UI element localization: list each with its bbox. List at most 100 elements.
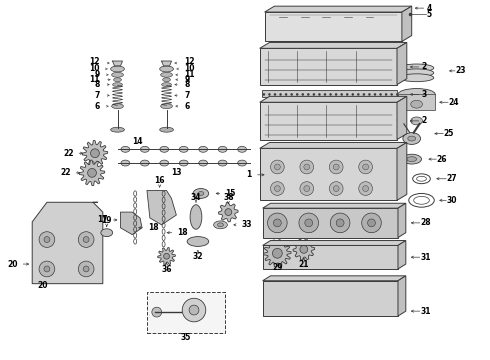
Text: 10: 10 — [89, 64, 100, 73]
Circle shape — [333, 164, 339, 170]
Text: 31: 31 — [420, 307, 431, 316]
Circle shape — [88, 168, 97, 177]
Ellipse shape — [218, 223, 223, 227]
Circle shape — [91, 149, 99, 158]
Circle shape — [273, 219, 281, 227]
Circle shape — [359, 160, 372, 174]
Polygon shape — [263, 203, 406, 208]
Circle shape — [330, 213, 350, 233]
Ellipse shape — [114, 78, 122, 82]
Ellipse shape — [111, 66, 124, 72]
Polygon shape — [263, 276, 406, 281]
Text: 36: 36 — [161, 265, 172, 274]
Text: 9: 9 — [184, 75, 190, 84]
Circle shape — [304, 164, 310, 170]
Bar — [262, 90, 397, 97]
Polygon shape — [113, 61, 122, 66]
Text: 15: 15 — [225, 189, 236, 198]
Polygon shape — [264, 240, 291, 267]
Polygon shape — [260, 143, 407, 148]
Ellipse shape — [199, 147, 208, 152]
Circle shape — [336, 219, 344, 227]
Ellipse shape — [121, 160, 130, 166]
Polygon shape — [158, 248, 175, 265]
Circle shape — [39, 232, 55, 247]
Circle shape — [362, 213, 381, 233]
Circle shape — [83, 266, 89, 272]
Ellipse shape — [407, 157, 416, 162]
Circle shape — [164, 253, 170, 259]
Ellipse shape — [238, 147, 246, 152]
Text: 7: 7 — [95, 91, 100, 100]
Text: 11: 11 — [89, 75, 100, 84]
Text: 17: 17 — [97, 215, 108, 224]
Ellipse shape — [163, 78, 171, 82]
Polygon shape — [32, 202, 103, 284]
Polygon shape — [402, 6, 412, 41]
Text: 8: 8 — [184, 80, 190, 89]
Text: 2: 2 — [422, 116, 427, 125]
Circle shape — [152, 307, 162, 317]
Ellipse shape — [162, 83, 172, 86]
Text: 18: 18 — [177, 228, 188, 237]
Circle shape — [300, 160, 314, 174]
Polygon shape — [121, 212, 142, 235]
Ellipse shape — [411, 117, 422, 125]
Circle shape — [359, 182, 372, 195]
Circle shape — [274, 164, 280, 170]
Circle shape — [225, 209, 232, 216]
Text: 1: 1 — [246, 170, 252, 179]
Ellipse shape — [101, 229, 113, 237]
Text: 21: 21 — [298, 260, 309, 269]
Text: 31: 31 — [420, 253, 431, 262]
Ellipse shape — [199, 160, 208, 166]
Text: 20: 20 — [37, 281, 48, 290]
Ellipse shape — [112, 72, 123, 77]
Ellipse shape — [161, 72, 172, 77]
Circle shape — [182, 298, 206, 322]
Text: 16: 16 — [154, 176, 165, 185]
Ellipse shape — [214, 221, 227, 229]
Text: 8: 8 — [95, 80, 100, 89]
Text: 9: 9 — [95, 70, 100, 79]
Circle shape — [44, 237, 50, 243]
Bar — [260, 102, 397, 140]
Polygon shape — [398, 203, 406, 238]
Text: 14: 14 — [132, 137, 143, 146]
Bar — [263, 208, 398, 238]
Circle shape — [270, 160, 284, 174]
Circle shape — [304, 186, 310, 192]
Ellipse shape — [111, 127, 124, 132]
Text: 29: 29 — [272, 262, 283, 271]
Circle shape — [363, 164, 368, 170]
Ellipse shape — [193, 189, 209, 198]
Bar — [263, 281, 398, 316]
Polygon shape — [147, 190, 176, 225]
Ellipse shape — [399, 64, 434, 72]
Polygon shape — [293, 239, 315, 260]
Polygon shape — [397, 42, 407, 85]
Ellipse shape — [160, 127, 173, 132]
Polygon shape — [162, 61, 172, 66]
Text: 22: 22 — [60, 168, 71, 177]
Ellipse shape — [403, 132, 420, 144]
Text: 33: 33 — [241, 220, 251, 229]
Bar — [260, 148, 397, 200]
Polygon shape — [260, 42, 407, 48]
Ellipse shape — [160, 66, 173, 72]
Circle shape — [300, 246, 308, 253]
Circle shape — [44, 266, 50, 272]
Ellipse shape — [399, 69, 434, 77]
Circle shape — [329, 160, 343, 174]
Ellipse shape — [141, 160, 149, 166]
Bar — [263, 246, 398, 269]
Ellipse shape — [399, 74, 434, 82]
Text: 2: 2 — [422, 62, 427, 71]
Text: 6: 6 — [184, 102, 190, 111]
Polygon shape — [398, 276, 406, 316]
Text: 25: 25 — [444, 129, 454, 138]
Text: 12: 12 — [89, 57, 100, 66]
Ellipse shape — [402, 154, 421, 164]
Bar — [398, 94, 435, 110]
Polygon shape — [79, 160, 105, 186]
